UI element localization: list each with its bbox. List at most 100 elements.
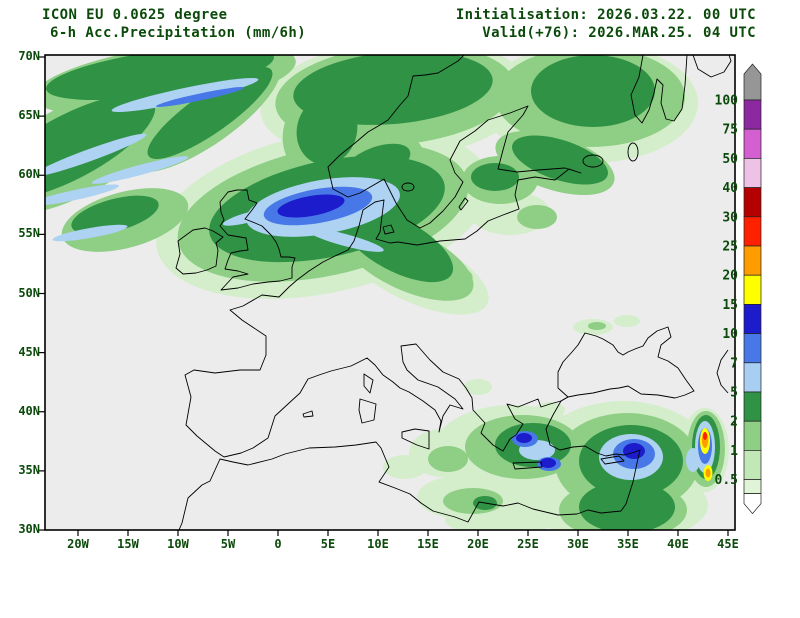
legend-value: 0.5 [715, 473, 738, 488]
legend-value: 2 [730, 415, 738, 430]
precip-blob [222, 208, 278, 226]
precip-blob [540, 458, 556, 468]
lon-label: 35E [617, 537, 639, 551]
legend-cap-bottom [743, 493, 762, 515]
precip-blob [91, 156, 189, 184]
legend-segment [743, 450, 762, 480]
coastline-layer [175, 55, 732, 530]
precip-blob [71, 195, 159, 235]
legend-value: 7 [730, 356, 738, 371]
legend-value: 1 [730, 444, 738, 459]
precip-blob [516, 433, 532, 443]
coastline [363, 373, 374, 394]
lake-outline [582, 154, 604, 168]
coastline [692, 55, 732, 78]
coastline [557, 326, 695, 399]
legend-segment [743, 304, 762, 334]
legend-segment [743, 274, 762, 305]
precip-blob [343, 143, 411, 183]
lat-label: 30N [18, 522, 40, 536]
precip-blob [535, 402, 565, 418]
lon-label: 15E [417, 537, 439, 551]
legend-value: 5 [730, 386, 738, 401]
legend-segment [743, 99, 762, 130]
precip-blob [579, 481, 675, 530]
legend-value: 20 [722, 269, 738, 284]
precip-blob [111, 77, 259, 113]
precip-blob [45, 94, 156, 200]
legend-value: 15 [722, 298, 738, 313]
legend-segment [743, 420, 762, 451]
lon-label: 0 [274, 537, 282, 551]
precip-blob [588, 322, 606, 330]
legend-segment [743, 391, 762, 422]
precip-blob [52, 224, 128, 242]
legend-value: 25 [722, 240, 738, 255]
coastline [178, 396, 641, 530]
coastline [600, 455, 625, 465]
precip-blob [614, 315, 640, 327]
legend-cap-top [743, 63, 762, 101]
lat-label: 55N [18, 226, 40, 241]
precip-blob [464, 379, 492, 395]
lat-label: 45N [18, 344, 40, 359]
lon-label: 30E [567, 537, 589, 551]
lon-label: 15W [117, 537, 139, 551]
lake-outline [401, 182, 415, 192]
map-canvas [39, 54, 736, 536]
precip-blob [46, 55, 274, 101]
legend-value: 40 [722, 181, 738, 196]
precip-blob [531, 55, 655, 127]
lon-label: 40E [667, 537, 689, 551]
legend-value: 50 [722, 152, 738, 167]
lon-label: 10W [167, 537, 189, 551]
lat-label: 35N [18, 462, 40, 477]
legend-value: 75 [722, 123, 738, 138]
lon-label: 20W [67, 537, 89, 551]
parameter-title: 6-h Acc.Precipitation (mm/6h) [50, 25, 307, 41]
legend-segment [743, 216, 762, 247]
precipitation-layer [45, 55, 729, 530]
lat-label: 70N [18, 49, 40, 63]
coastline [223, 343, 569, 458]
legend-value: 100 [715, 94, 739, 109]
coastline [184, 55, 582, 458]
coastline [401, 428, 430, 450]
lat-label: 65N [18, 108, 40, 123]
lon-label: 5E [320, 537, 336, 551]
precip-blob [703, 432, 707, 440]
precip-blob [471, 163, 519, 191]
legend-segment [743, 158, 762, 188]
coastline [716, 349, 729, 394]
precip-blob [383, 455, 427, 479]
precip-blob [512, 135, 608, 185]
coastline [358, 398, 377, 424]
precip-blob [428, 446, 468, 472]
coastline [219, 189, 296, 291]
lon-label: 25E [517, 537, 539, 551]
model-title: ICON EU 0.0625 degree [42, 7, 228, 23]
lake-outline [627, 142, 639, 162]
lon-label: 10E [367, 537, 389, 551]
precip-blob [623, 443, 645, 459]
legend-value: 10 [722, 327, 738, 342]
precip-blob [155, 87, 245, 107]
precip-blob [705, 468, 711, 478]
coastline [175, 227, 224, 275]
precip-blob [340, 207, 454, 283]
legend-segment [743, 245, 762, 276]
precip-blob [45, 133, 147, 177]
legend-value: 30 [722, 210, 738, 225]
lat-label: 50N [18, 285, 40, 300]
lat-label: 60N [18, 167, 40, 182]
map-frame [44, 54, 736, 531]
lon-label: 5W [220, 537, 236, 551]
axis-ticks [39, 56, 729, 536]
coastline [302, 410, 314, 418]
map-area [39, 54, 736, 536]
initialisation-time: Initialisation: 2026.03.22. 00 UTC [455, 7, 756, 23]
legend-segment [743, 128, 762, 159]
precip-blob [517, 205, 557, 229]
